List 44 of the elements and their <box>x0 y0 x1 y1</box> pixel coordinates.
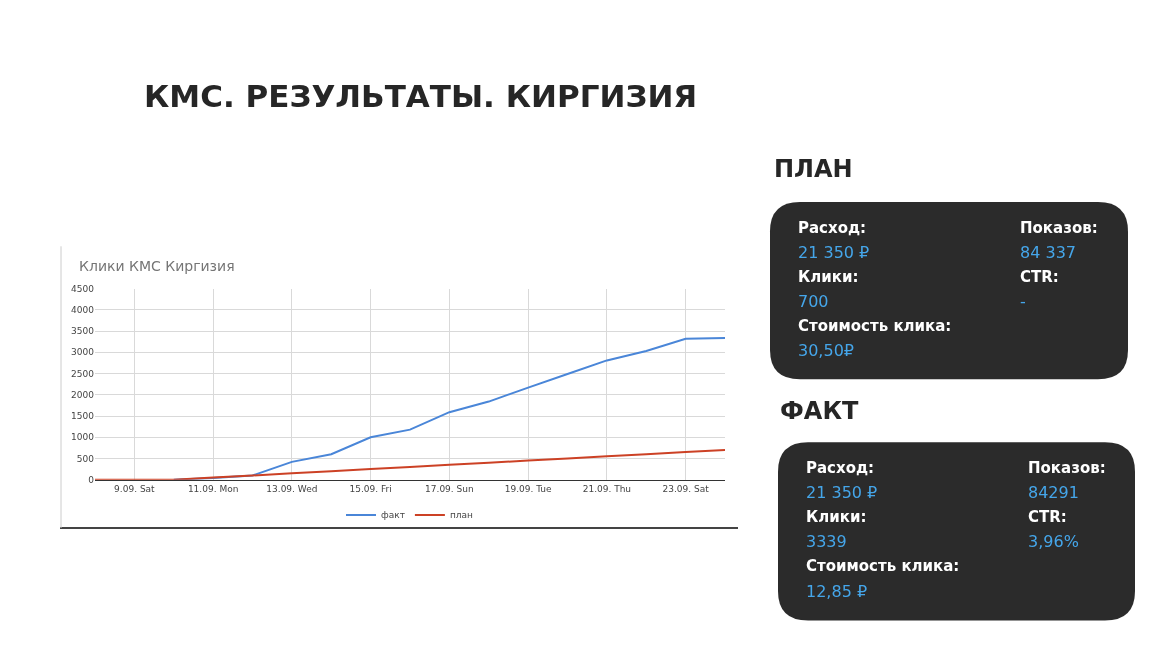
x-tick-label: 9.09. Sat <box>114 483 156 494</box>
x-tick-label: 15.09. Fri <box>349 483 392 494</box>
y-tick-label: 2500 <box>71 368 95 379</box>
y-tick-label: 1000 <box>71 432 95 443</box>
text: Стоимость клика: <box>798 317 952 335</box>
y-tick-label: 3500 <box>71 326 95 337</box>
y-tick-label: 4000 <box>71 305 95 316</box>
text: 12,85 ₽ <box>806 582 868 601</box>
y-tick-label: 2000 <box>71 389 95 400</box>
text: Показов: <box>1020 219 1098 237</box>
x-tick-label: 23.09. Sat <box>662 483 710 494</box>
text: Клики: <box>798 268 859 286</box>
text: Стоимость клика: <box>806 557 960 575</box>
text: CTR: <box>1028 508 1067 526</box>
chart-title: Клики КМС Киргизия <box>79 258 235 274</box>
text: 21 350 ₽ <box>798 243 870 262</box>
y-tick-label: 0 <box>88 474 95 485</box>
text: 30,50₽ <box>798 341 854 360</box>
legend-label: план <box>449 510 474 521</box>
text: Расход: <box>806 459 875 477</box>
x-tick-label: 11.09. Mon <box>187 483 239 494</box>
text: Клики: <box>806 508 867 526</box>
text: CTR: <box>1020 268 1059 286</box>
text: ПЛАН <box>774 155 853 183</box>
text: 21 350 ₽ <box>806 483 878 502</box>
y-tick-label: 500 <box>76 453 95 464</box>
y-tick-label: 1500 <box>71 411 95 422</box>
x-tick-label: 13.09. Wed <box>266 483 318 494</box>
x-tick-label: 19.09. Tue <box>504 483 553 494</box>
text: Показов: <box>1028 459 1106 477</box>
text: 3339 <box>806 532 847 551</box>
x-tick-label: 17.09. Sun <box>425 483 474 494</box>
text: 3,96% <box>1028 532 1079 551</box>
text: КМС. РЕЗУЛЬТАТЫ. КИРГИЗИЯ <box>144 78 698 114</box>
x-tick-label: 21.09. Thu <box>582 483 632 494</box>
text: Расход: <box>798 219 867 237</box>
text: 84 337 <box>1020 243 1076 262</box>
text: ФАКТ <box>780 397 859 425</box>
y-tick-label: 4500 <box>71 283 95 294</box>
text: 700 <box>798 292 829 311</box>
y-tick-label: 3000 <box>71 347 95 358</box>
text: - <box>1020 292 1026 311</box>
legend-label: факт <box>381 510 405 521</box>
text: 84291 <box>1028 483 1079 502</box>
